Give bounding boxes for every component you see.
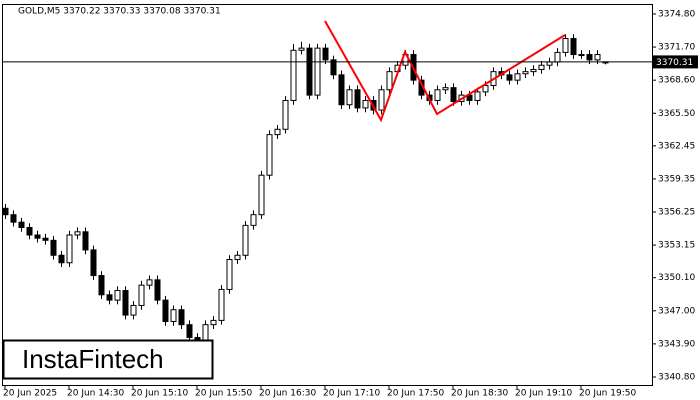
y-tick-label: 3374.80: [658, 9, 695, 19]
logo: InstaFintech: [22, 344, 164, 374]
y-tick-label: 3368.60: [658, 76, 695, 86]
candle-body: [354, 89, 361, 109]
candle-body: [258, 174, 265, 216]
candle-body: [242, 224, 249, 256]
candle-body: [514, 73, 521, 81]
y-tick-label: 3359.35: [658, 174, 695, 184]
y-tick-label: 3347.00: [658, 306, 695, 316]
candle-body: [250, 214, 257, 226]
candle-body: [98, 275, 105, 296]
logo-box: [2, 339, 214, 380]
candle-body: [186, 324, 193, 338]
candle-body: [346, 89, 353, 106]
candle-body: [266, 134, 273, 176]
candle-body: [18, 221, 25, 229]
candle-body: [138, 284, 145, 306]
x-tick-label: 20 Jun 16:30: [259, 389, 316, 399]
x-tick-label: 20 Jun 2025: [3, 389, 57, 399]
candle-body: [82, 231, 89, 251]
candle-body: [114, 290, 121, 301]
candle-body: [106, 294, 113, 301]
x-tick-label: 20 Jun 18:30: [451, 389, 508, 399]
x-tick-label: 20 Jun 15:10: [131, 389, 188, 399]
candle-body: [378, 89, 385, 111]
candle-body: [26, 227, 33, 236]
candle-body: [506, 74, 513, 81]
x-tick-label: 20 Jun 19:50: [579, 389, 636, 399]
x-tick-label: 20 Jun 14:30: [67, 389, 124, 399]
candle-body: [234, 254, 241, 261]
candle-body: [554, 51, 561, 63]
y-tick-label: 3353.15: [658, 241, 695, 251]
last-price-box: [653, 55, 698, 69]
candle-body: [322, 47, 329, 61]
candle-body: [178, 309, 185, 326]
candle-body: [586, 54, 593, 61]
candle-body: [290, 49, 297, 101]
x-tick-label: 20 Jun 17:10: [323, 389, 380, 399]
candle-body: [210, 319, 217, 326]
candle-body: [34, 234, 41, 239]
candle-body: [282, 99, 289, 130]
chart-title: GOLD,M5 3370.22 3370.33 3370.08 3370.31: [18, 7, 221, 17]
candle-body: [450, 87, 457, 103]
candle-body: [434, 89, 441, 101]
candle-body: [474, 91, 481, 101]
y-tick-label: 3340.80: [658, 372, 695, 382]
candle-body: [146, 279, 153, 286]
candle-body: [298, 47, 305, 51]
candle-body: [482, 85, 489, 93]
candle-body: [538, 64, 545, 70]
candle-body: [530, 68, 537, 73]
candle-body: [10, 214, 17, 223]
candle-body: [130, 304, 137, 316]
pattern-line: [324, 20, 566, 123]
candle-body: [594, 54, 601, 61]
x-tick-label: 20 Jun 19:10: [515, 389, 572, 399]
candle-body: [50, 239, 57, 256]
candle-body: [578, 54, 585, 57]
candle-body: [570, 38, 577, 56]
y-tick-label: 3365.50: [658, 109, 695, 119]
y-tick-label: 3371.70: [658, 43, 695, 53]
candle-body: [162, 299, 169, 322]
candle-body: [442, 87, 449, 91]
candle-body: [386, 71, 393, 91]
candle-body: [58, 254, 65, 264]
candle-body: [90, 249, 97, 277]
candle-body: [74, 231, 81, 236]
candle-body: [562, 38, 569, 53]
candle-body: [330, 59, 337, 76]
x-tick-label: 20 Jun 17:50: [387, 389, 444, 399]
candle-body: [42, 237, 49, 241]
y-tick-label: 3362.45: [658, 141, 695, 151]
candle-body: [66, 234, 73, 264]
last-price-label: 3370.31: [656, 58, 693, 68]
candle-body: [218, 288, 225, 321]
candle-body: [522, 71, 529, 75]
candle-body: [546, 61, 553, 66]
candle-body: [306, 47, 313, 96]
plot-layer: 3374.80 3371.70 3368.60 3365.50 3362.45 3359.…: [2, 9, 695, 399]
y-tick-label: 3350.10: [658, 273, 695, 283]
candle-body: [170, 309, 177, 322]
y-tick-label: 3343.90: [658, 339, 695, 349]
candle-body: [338, 74, 345, 106]
candle-body: [314, 47, 321, 96]
candle-body: [274, 128, 281, 136]
candle-body: [202, 324, 209, 343]
y-tick-label: 3356.25: [658, 208, 695, 218]
candle-body: [2, 207, 9, 216]
candle-body: [122, 290, 129, 316]
candle-body: [226, 259, 233, 290]
x-tick-label: 20 Jun 15:50: [195, 389, 252, 399]
candle-body: [154, 279, 161, 301]
candle-body: [362, 99, 369, 109]
